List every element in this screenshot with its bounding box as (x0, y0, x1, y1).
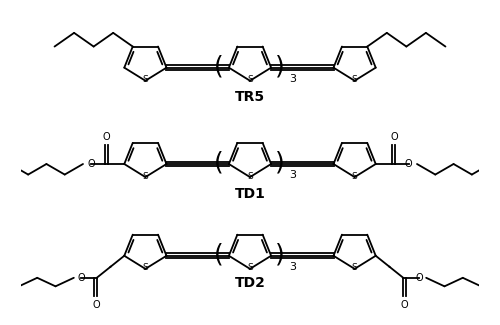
Text: S: S (352, 75, 358, 84)
Text: ): ) (274, 242, 284, 266)
Text: S: S (247, 264, 253, 272)
Text: 3: 3 (290, 74, 296, 84)
Text: ): ) (274, 54, 284, 78)
Text: S: S (247, 172, 253, 181)
Text: O: O (400, 300, 408, 310)
Text: O: O (390, 132, 398, 141)
Text: TD1: TD1 (234, 187, 266, 201)
Text: O: O (92, 300, 100, 310)
Text: (: ( (214, 54, 224, 78)
Text: TR5: TR5 (235, 90, 265, 104)
Text: O: O (415, 273, 422, 283)
Text: (: ( (214, 150, 224, 175)
Text: O: O (102, 132, 110, 141)
Text: S: S (142, 172, 148, 181)
Text: S: S (352, 172, 358, 181)
Text: S: S (247, 75, 253, 84)
Text: ): ) (274, 150, 284, 175)
Text: 3: 3 (290, 170, 296, 180)
Text: S: S (142, 75, 148, 84)
Text: S: S (142, 264, 148, 272)
Text: O: O (405, 159, 412, 169)
Text: O: O (88, 159, 95, 169)
Text: TD2: TD2 (234, 276, 266, 290)
Text: 3: 3 (290, 262, 296, 272)
Text: (: ( (214, 242, 224, 266)
Text: O: O (78, 273, 85, 283)
Text: S: S (352, 264, 358, 272)
